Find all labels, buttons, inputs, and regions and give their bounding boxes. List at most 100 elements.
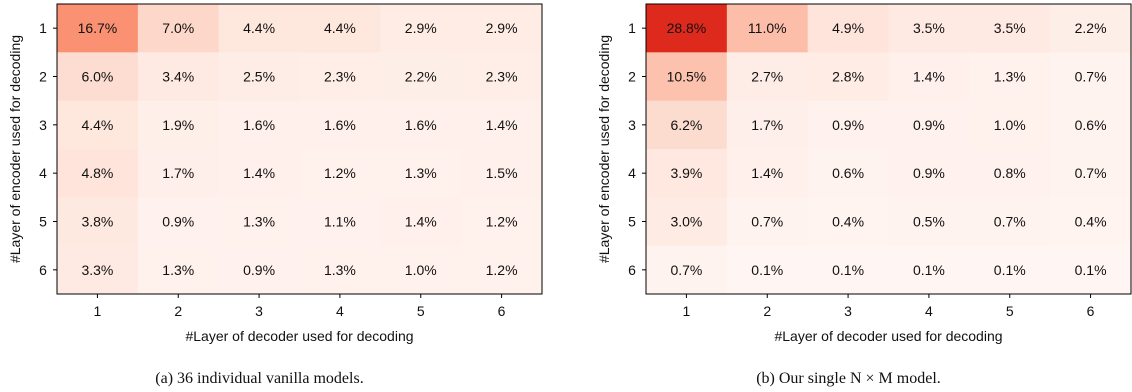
heatmap-cell <box>137 149 220 198</box>
cell-value-label: 0.7% <box>994 214 1026 230</box>
heatmap-cell <box>57 197 139 247</box>
cell-value-label: 3.0% <box>670 214 702 230</box>
cell-value-label: 1.4% <box>243 165 275 181</box>
cell-value-label: 2.2% <box>1075 20 1107 36</box>
heatmap-cell <box>969 52 1051 102</box>
x-tick-label: 1 <box>683 303 691 319</box>
heatmap-cell <box>218 100 300 150</box>
heatmap-cell <box>137 245 220 295</box>
cell-value-label: 4.9% <box>832 20 864 36</box>
cell-value-label: 0.1% <box>994 262 1026 278</box>
plot-frame <box>56 3 543 295</box>
cell-value-label: 3.3% <box>81 262 113 278</box>
cell-value-label: 2.7% <box>751 69 783 85</box>
x-tick-label: 5 <box>417 303 425 319</box>
cell-value-label: 0.9% <box>162 214 194 230</box>
heatmap-cell <box>218 4 300 53</box>
heatmap-cell <box>1050 149 1132 198</box>
heatmap-cell <box>299 52 381 102</box>
heatmap-cell <box>646 197 728 247</box>
y-tick-label: 2 <box>628 69 636 85</box>
heatmap-panel-1: 16.7% 7.0% 4.4% 4.4% 2.9% 2.9% 6.0% 3.4% 2.5% 2.3… <box>7 3 543 387</box>
heatmap-cell <box>726 245 809 295</box>
cell-value-label: 0.1% <box>832 262 864 278</box>
heatmap-cell <box>807 245 889 295</box>
cell-value-label: 1.3% <box>162 262 194 278</box>
heatmap-cell <box>380 197 462 247</box>
heatmap-cell <box>888 245 970 295</box>
cell-value-label: 6.0% <box>81 69 113 85</box>
x-tick-label: 2 <box>174 303 182 319</box>
heatmap-cell <box>299 245 381 295</box>
cell-value-label: 1.4% <box>486 117 518 133</box>
heatmap-cell <box>380 149 462 198</box>
x-tick-label: 5 <box>1006 303 1014 319</box>
y-tick-label: 1 <box>628 20 636 36</box>
heatmap-cell <box>461 100 543 150</box>
cell-value-label: 1.3% <box>324 262 356 278</box>
plot-frame <box>645 3 1132 295</box>
figure-caption: (a) 36 individual vanilla models. <box>155 370 363 387</box>
y-tick-label: 5 <box>39 214 47 230</box>
heatmap-cell <box>299 149 381 198</box>
heatmap-cell <box>218 149 300 198</box>
heatmap-cell <box>807 100 889 150</box>
heatmap-cell <box>299 100 381 150</box>
x-tick-label: 6 <box>1087 303 1095 319</box>
cell-value-label: 1.4% <box>405 214 437 230</box>
y-axis-label: #Layer of encoder used for decoding <box>7 35 23 263</box>
heatmap-cell <box>57 100 139 150</box>
cell-value-label: 10.5% <box>667 69 707 85</box>
heatmap-cell <box>969 149 1051 198</box>
heatmap-cell <box>299 197 381 247</box>
cell-value-label: 2.2% <box>405 69 437 85</box>
y-tick-label: 6 <box>628 262 636 278</box>
x-tick-label: 6 <box>498 303 506 319</box>
cell-value-label: 2.8% <box>832 69 864 85</box>
cell-value-label: 3.5% <box>913 20 945 36</box>
cell-value-label: 0.6% <box>832 165 864 181</box>
heatmap-cell <box>726 52 809 102</box>
heatmap-cell <box>726 197 809 247</box>
cell-value-label: 0.1% <box>1075 262 1107 278</box>
y-tick-label: 5 <box>628 214 636 230</box>
heatmap-cell <box>380 100 462 150</box>
heatmap-cell <box>218 245 300 295</box>
x-tick-label: 4 <box>925 303 933 319</box>
heatmap-cell <box>380 52 462 102</box>
heatmap-cell <box>969 100 1051 150</box>
cell-value-label: 1.2% <box>486 262 518 278</box>
cell-value-label: 0.8% <box>994 165 1026 181</box>
y-tick-label: 3 <box>39 117 47 133</box>
cell-value-label: 1.6% <box>405 117 437 133</box>
cell-value-label: 2.3% <box>324 69 356 85</box>
cell-value-label: 2.9% <box>486 20 518 36</box>
y-tick-label: 1 <box>39 20 47 36</box>
x-tick-label: 3 <box>844 303 852 319</box>
heatmap-cell <box>646 149 728 198</box>
cell-value-label: 2.3% <box>486 69 518 85</box>
heatmap-cell <box>57 4 139 53</box>
cell-value-label: 0.5% <box>913 214 945 230</box>
cell-value-label: 0.7% <box>670 262 702 278</box>
heatmap-cell <box>57 149 139 198</box>
cell-value-label: 1.4% <box>913 69 945 85</box>
cell-value-label: 16.7% <box>78 20 118 36</box>
cell-value-label: 1.3% <box>243 214 275 230</box>
x-axis-label: #Layer of decoder used for decoding <box>185 328 413 344</box>
heatmap-cell <box>646 4 728 53</box>
cell-value-label: 1.0% <box>994 117 1026 133</box>
cell-value-label: 0.9% <box>832 117 864 133</box>
x-tick-label: 3 <box>255 303 263 319</box>
heatmap-cell <box>1050 245 1132 295</box>
cell-value-label: 3.8% <box>81 214 113 230</box>
cell-value-label: 11.0% <box>748 20 787 36</box>
heatmap-cell <box>137 52 220 102</box>
heatmap-cell <box>888 4 970 53</box>
heatmap-cell <box>461 245 543 295</box>
heatmap-cell <box>1050 4 1132 53</box>
figure-caption: (b) Our single N × M model. <box>756 370 941 387</box>
cell-value-label: 28.8% <box>667 20 707 36</box>
cell-value-label: 1.4% <box>751 165 783 181</box>
heatmap-cell <box>726 100 809 150</box>
